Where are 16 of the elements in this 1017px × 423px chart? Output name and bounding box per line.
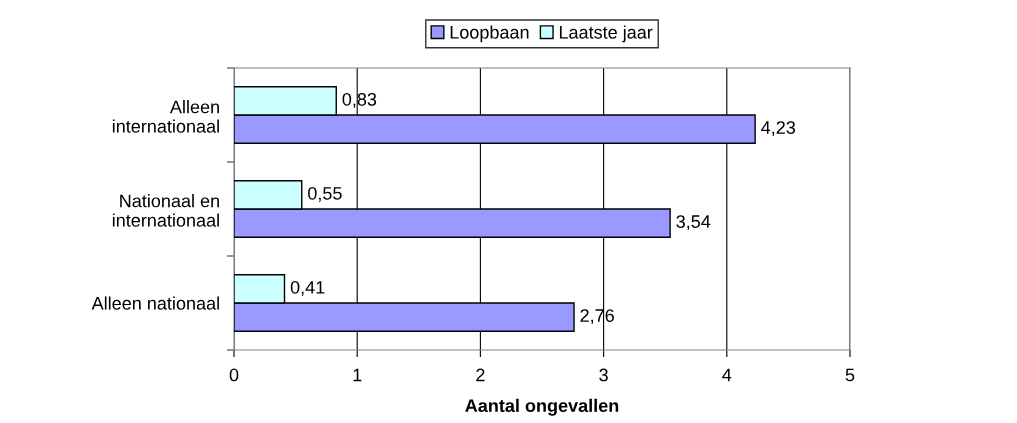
data-label: 4,23 — [761, 121, 796, 137]
x-tick-label: 4 — [722, 368, 732, 382]
y-tick-label: Nationaal en internationaal — [112, 194, 219, 227]
x-tick-label: 5 — [845, 368, 855, 382]
x-tick-label: 2 — [476, 368, 485, 382]
data-label: 3,54 — [676, 215, 711, 231]
y-tick-label: Alleen nationaal — [91, 296, 219, 310]
x-tick-label: 3 — [599, 368, 608, 382]
legend-label: Laatste jaar — [559, 25, 653, 43]
data-label: 0,55 — [308, 186, 342, 202]
x-tick-label: 1 — [353, 368, 362, 382]
y-tick-label: Alleen internationaal — [112, 100, 219, 133]
x-axis-title: Aantal ongevallen — [465, 398, 619, 416]
legend-label: Loopbaan — [450, 25, 529, 43]
x-tick-label: 0 — [229, 368, 239, 382]
data-label: 0,41 — [290, 280, 325, 296]
